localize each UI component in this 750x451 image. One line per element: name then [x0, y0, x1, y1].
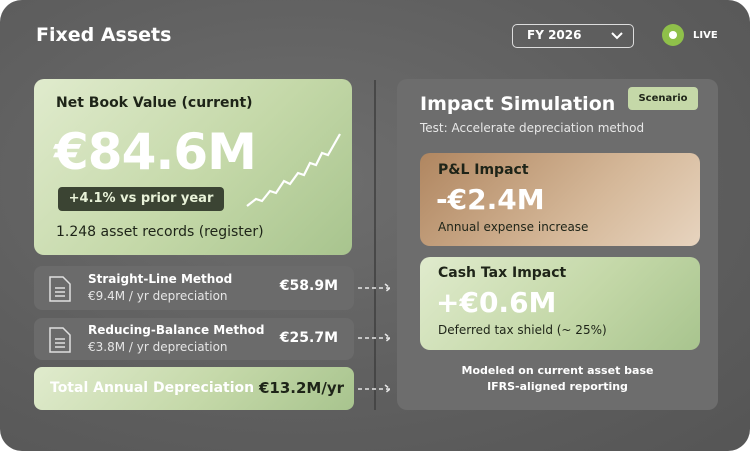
nbv-card: Net Book Value (current) €84.6M +4.1% vs… [34, 79, 352, 255]
impact-card: Cash Tax Impact +€0.6M Deferred tax shie… [420, 257, 700, 350]
total-label: Total Annual Depreciation [50, 380, 255, 396]
page-title: Fixed Assets [36, 24, 172, 46]
change-badge: +4.1% vs prior year [58, 187, 224, 211]
impact-value: +€0.6M [436, 286, 557, 319]
footer-line: Modeled on current asset base [461, 364, 654, 377]
scenario-badge: Scenario [628, 87, 698, 110]
impact-card: P&L Impact -€2.4M Annual expense increas… [420, 153, 700, 246]
impact-note: Annual expense increase [438, 220, 589, 234]
simulation-panel: Impact Simulation Scenario Test: Acceler… [397, 79, 718, 410]
impact-title: Cash Tax Impact [438, 265, 567, 281]
nbv-label: Net Book Value (current) [56, 95, 253, 111]
period-dropdown[interactable]: FY 2026 [512, 24, 634, 48]
doc-icon [49, 327, 71, 353]
live-dot [662, 24, 684, 46]
chevron [611, 32, 623, 40]
method-value: €58.9M [279, 278, 338, 294]
simulation-title: Impact Simulation [420, 93, 616, 115]
doc-icon [49, 276, 71, 302]
method-value: €25.7M [279, 330, 338, 346]
nbv-value: €84.6M [54, 123, 257, 181]
simulation-subtitle: Test: Accelerate depreciation method [420, 121, 645, 135]
impact-value: -€2.4M [436, 183, 545, 216]
impact-note: Deferred tax shield (~ 25%) [438, 323, 607, 337]
live-label: LIVE [693, 30, 718, 41]
sparkline [246, 133, 341, 207]
method-detail: €3.8M / yr depreciation [88, 340, 228, 354]
method-name: Reducing-Balance Method [88, 323, 265, 337]
records-text: 1.248 asset records (register) [56, 224, 264, 240]
total-row: Total Annual Depreciation €13.2M/yr [34, 367, 354, 410]
impact-title: P&L Impact [438, 162, 529, 178]
total-value: €13.2M/yr [258, 379, 344, 397]
method-detail: €9.4M / yr depreciation [88, 289, 228, 303]
period-label: FY 2026 [527, 28, 582, 42]
method-name: Straight-Line Method [88, 272, 233, 286]
method-row: Reducing-Balance Method €3.8M / yr depre… [34, 318, 354, 360]
method-row: Straight-Line Method €9.4M / yr deprecia… [34, 266, 354, 310]
footer-line: IFRS-aligned reporting [487, 380, 628, 393]
